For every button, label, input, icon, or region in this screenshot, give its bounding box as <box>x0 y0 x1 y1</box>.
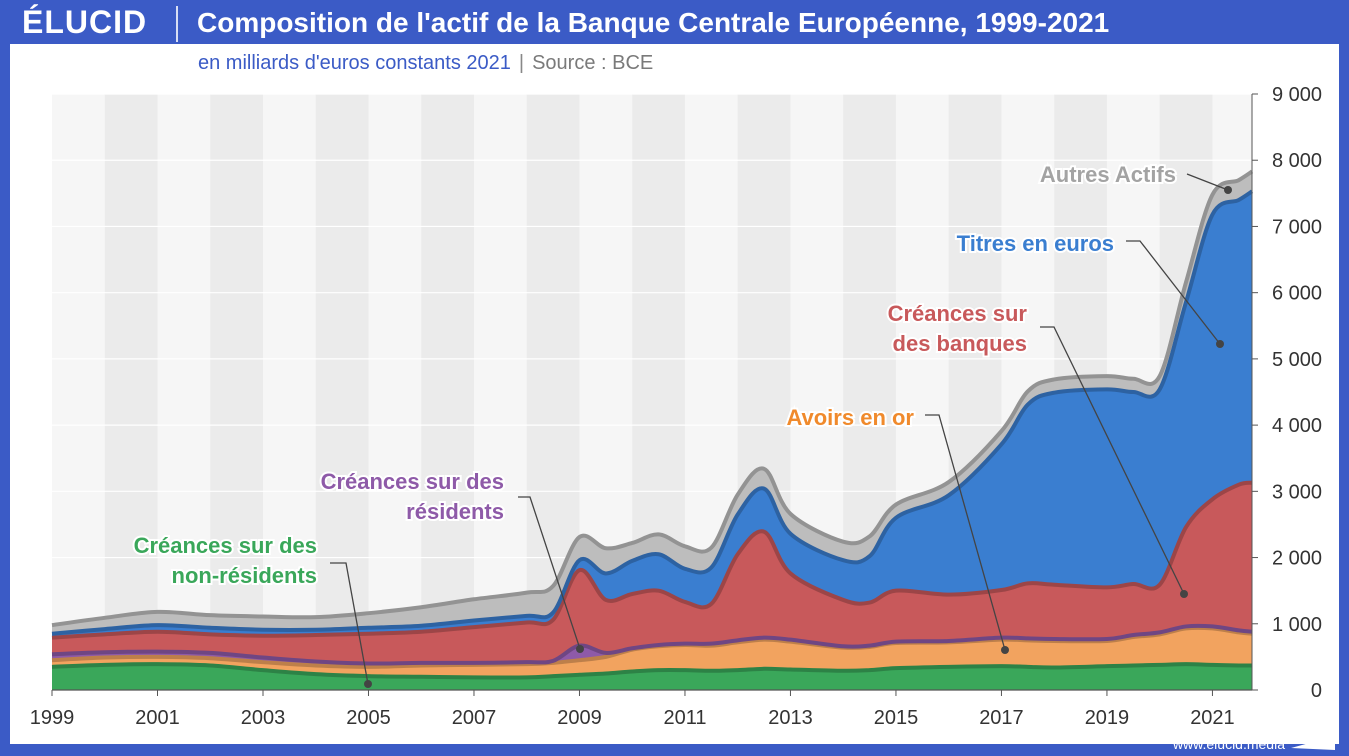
annotation-label: Titres en euros <box>957 231 1114 256</box>
area-other <box>52 171 1252 634</box>
annotation-dot <box>1180 590 1188 598</box>
area-non_residents <box>52 664 1252 690</box>
annotation-leader <box>1186 173 1229 191</box>
x-tick-label: 1999 <box>30 707 75 729</box>
header-bar: ÉLUCID Composition de l'actif de la Banq… <box>0 0 1349 46</box>
x-tick-label: 2015 <box>874 707 919 729</box>
year-band <box>210 94 263 690</box>
series-line-residents <box>51 623 1253 666</box>
brand-logo: ÉLUCID <box>22 4 148 40</box>
footer-url[interactable]: www.elucid.media <box>1172 736 1285 752</box>
x-tick-label: 2003 <box>241 707 286 729</box>
x-tick-label: 2001 <box>135 707 180 729</box>
y-tick-label: 9 000 <box>1272 84 1322 106</box>
annotation-dot <box>1224 186 1232 194</box>
series-line-securities <box>51 189 1254 636</box>
subtitle-divider: | <box>518 52 525 74</box>
chart-card: 0 1 000 2 000 3 000 4 000 5 000 6 000 7 000 8 00… <box>10 44 1339 744</box>
x-tick-label: 2017 <box>979 707 1024 729</box>
series-line-non_residents <box>51 662 1253 680</box>
y-tick-label: 0 <box>1311 680 1322 702</box>
area-banks <box>52 482 1252 664</box>
x-tick-label: 2013 <box>768 707 813 729</box>
y-tick-label: 1 000 <box>1272 614 1322 636</box>
annotation-leader <box>1040 326 1185 595</box>
annotation-dot <box>364 680 372 688</box>
y-tick-label: 8 000 <box>1272 150 1322 172</box>
elucid-mark-icon <box>1291 736 1335 750</box>
annotation-leader <box>330 562 369 685</box>
chart-source: Source : BCE <box>532 52 654 74</box>
logo-divider <box>176 6 178 42</box>
y-tick-label: 6 000 <box>1272 283 1322 305</box>
annotation-dot <box>576 645 584 653</box>
x-tick-label: 2011 <box>663 707 706 729</box>
x-tick-label: 2019 <box>1085 707 1130 729</box>
annotation-label: Créances sur des non-résidents <box>134 533 317 588</box>
x-tick-label: 2021 <box>1190 707 1235 729</box>
annotation-label: Créances sur des résidents <box>321 469 504 524</box>
annotation-label: Avoirs en or <box>786 405 914 430</box>
year-band <box>104 94 158 690</box>
x-tick-label: 2005 <box>346 707 391 729</box>
y-tick-label: 4 000 <box>1272 415 1322 437</box>
x-tick-label: 2007 <box>452 707 497 729</box>
area-securities <box>52 191 1252 638</box>
series-line-other <box>51 169 1254 628</box>
x-tick-label: 2009 <box>557 707 602 729</box>
annotation-leader <box>518 496 581 650</box>
y-tick-label: 3 000 <box>1272 481 1322 503</box>
annotation-label: Créances sur des banques <box>888 301 1028 356</box>
year-band <box>421 94 474 690</box>
annotation-dot <box>1216 340 1224 348</box>
y-tick-label: 7 000 <box>1272 216 1322 238</box>
series-line-banks <box>51 480 1253 640</box>
annotation-leader <box>925 414 1006 651</box>
y-tick-label: 5 000 <box>1272 349 1322 371</box>
chart-svg: 0 1 000 2 000 3 000 4 000 5 000 6 000 7 000 8 00… <box>30 84 1322 729</box>
annotation-dot <box>1001 646 1009 654</box>
year-band <box>315 94 369 690</box>
y-tick-label: 2 000 <box>1272 548 1322 570</box>
annotation-leader <box>1126 240 1221 345</box>
chart-title: Composition de l'actif de la Banque Cent… <box>197 7 1110 38</box>
annotation-label: Autres Actifs <box>1040 162 1176 187</box>
subtitle-row: en milliards d'euros constants 2021 | Sour… <box>198 52 653 75</box>
chart-subtitle: en milliards d'euros constants 2021 <box>198 52 511 74</box>
